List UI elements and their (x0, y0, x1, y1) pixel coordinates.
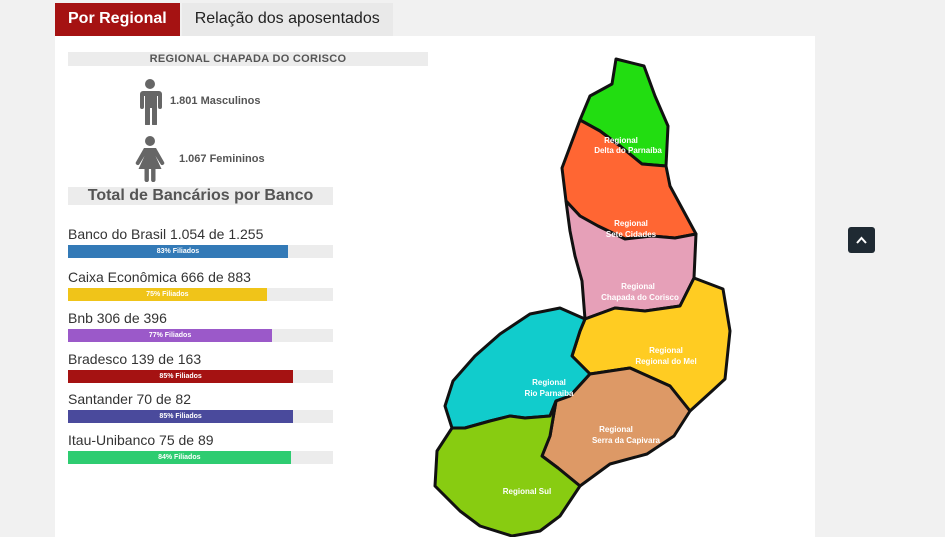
progress-fill: 85% Filiados (68, 370, 294, 383)
tab-bar: Por Regional Relação dos aposentados (55, 3, 393, 36)
chevron-up-icon (856, 236, 867, 244)
regional-title: REGIONAL CHAPADA DO CORISCO (68, 52, 428, 66)
content-panel: REGIONAL CHAPADA DO CORISCO 1.801 Mascul… (55, 36, 815, 537)
progress-track: 83% Filiados (68, 245, 333, 258)
region-regional-sul[interactable] (433, 399, 582, 537)
bank-item: Santander 70 de 82 85% Filiados (68, 391, 333, 423)
bank-name: Itau-Unibanco 75 de 89 (68, 432, 214, 448)
progress-fill: 83% Filiados (68, 245, 288, 258)
region-label: Regional (532, 378, 566, 387)
tab-relacao-aposentados[interactable]: Relação dos aposentados (181, 3, 393, 36)
female-person-icon (135, 136, 165, 182)
progress-track: 77% Filiados (68, 329, 333, 342)
progress-fill: 84% Filiados (68, 451, 291, 464)
bank-name: Santander 70 de 82 (68, 391, 191, 407)
region-label: Regional (604, 136, 638, 145)
region-label: Chapada do Corisco (601, 293, 679, 302)
scroll-to-top-button[interactable] (848, 227, 875, 253)
region-label: Delta do Parnaíba (594, 146, 662, 155)
progress-fill: 75% Filiados (68, 288, 267, 301)
male-count: 1.801 Masculinos (170, 95, 261, 107)
bank-item: Bnb 306 de 396 77% Filiados (68, 310, 333, 342)
region-label: Regional do Mel (635, 357, 696, 366)
region-label: Regional (649, 346, 683, 355)
bank-item: Bradesco 139 de 163 85% Filiados (68, 351, 333, 383)
progress-track: 85% Filiados (68, 370, 333, 383)
region-label: Rio Parnaiba (525, 389, 574, 398)
piaui-regional-map: Regional Delta do Parnaíba Regional Sete C… (433, 57, 732, 537)
progress-fill: 77% Filiados (68, 329, 273, 342)
bank-item: Itau-Unibanco 75 de 89 84% Filiados (68, 432, 333, 464)
region-label: Sete Cidades (606, 230, 657, 239)
banks-title: Total de Bancários por Banco (68, 187, 333, 205)
bank-item: Banco do Brasil 1.054 de 1.255 83% Filia… (68, 226, 333, 258)
progress-fill: 85% Filiados (68, 410, 294, 423)
progress-track: 85% Filiados (68, 410, 333, 423)
region-label: Regional (614, 219, 648, 228)
region-labels: Regional Delta do Parnaíba Regional Sete C… (503, 136, 697, 496)
female-count: 1.067 Femininos (179, 153, 265, 165)
progress-track: 84% Filiados (68, 451, 333, 464)
region-label: Regional (621, 282, 655, 291)
bank-name: Bnb 306 de 396 (68, 310, 167, 326)
region-label: Regional (599, 425, 633, 434)
bank-item: Caixa Econômica 666 de 883 75% Filiados (68, 269, 333, 301)
bank-name: Caixa Econômica 666 de 883 (68, 269, 251, 285)
bank-name: Bradesco 139 de 163 (68, 351, 202, 367)
svg-text:Regional Sul: Regional Sul (503, 487, 551, 496)
region-label: Serra da Capivara (592, 436, 661, 445)
tab-por-regional[interactable]: Por Regional (55, 3, 180, 36)
progress-track: 75% Filiados (68, 288, 333, 301)
male-person-icon (140, 79, 162, 125)
bank-name: Banco do Brasil 1.054 de 1.255 (68, 226, 264, 242)
region-label: Regional Sul (503, 487, 551, 496)
